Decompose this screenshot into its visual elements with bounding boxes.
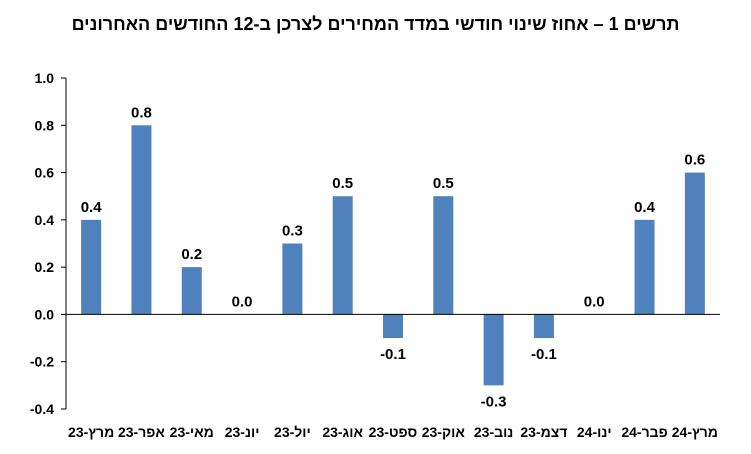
y-tick-label: 0.8 [35,117,55,133]
y-tick-label: -0.4 [30,401,54,417]
category-label: אוג-23 [322,424,363,440]
axes [65,78,720,409]
bar [181,267,202,315]
data-label: 0.3 [282,223,303,240]
bar [533,314,554,339]
category-label: מרץ-24 [672,424,718,440]
category-labels: מרץ-23 אפר-23 מאי-23 יונ-23 יול-23 אוג-23 ספט-… [68,424,718,440]
bar [383,314,403,339]
bar [433,196,454,315]
chart-title: תרשים 1 – אחוז שינוי חודשי במדד המחירים … [71,14,680,34]
y-tick-label: -0.2 [30,354,54,370]
data-label: -0.1 [380,346,406,363]
data-label: 0.0 [584,293,605,310]
bars [81,125,705,386]
data-label: 0.4 [81,199,103,216]
data-label: 0.0 [232,293,253,310]
y-axis-ticks: 1.0 0.8 0.6 0.4 0.2 0.0 -0.2 -0.4 [30,70,66,417]
bar [81,219,102,315]
y-tick-label: 0.2 [35,259,55,275]
category-label: ינו-24 [577,424,612,440]
category-label: נוב-23 [474,424,513,440]
y-tick-label: 1.0 [35,70,55,86]
data-label: 0.2 [181,246,202,263]
bar [634,219,655,315]
data-label: 0.4 [634,199,656,216]
y-tick-label: 0.4 [35,212,55,228]
category-label: ספט-23 [369,424,418,440]
bar [684,172,705,315]
data-label: 0.5 [433,175,454,192]
data-label: 0.5 [332,175,353,192]
data-label: -0.3 [481,393,507,410]
category-label: יונ-23 [225,424,260,440]
category-label: אוק-23 [422,424,466,440]
bar [282,243,303,315]
category-label: דצמ-23 [520,424,567,440]
category-label: מרץ-23 [68,424,114,440]
category-label: מאי-23 [170,424,214,440]
category-label: אפר-23 [118,424,165,440]
data-label: 0.6 [684,152,705,169]
bar [483,314,504,386]
category-label: פבר-24 [621,424,667,440]
data-labels: 0.4 0.8 0.2 0.0 0.3 0.5 -0.1 0.5 -0.3 -0.1 0.0 0.4 0… [81,104,706,410]
bar [131,125,152,315]
y-tick-label: 0.0 [35,306,55,322]
category-label: יול-23 [274,424,311,440]
data-label: -0.1 [531,346,557,363]
data-label: 0.8 [131,104,152,121]
y-tick-label: 0.6 [35,165,55,181]
bar [332,196,353,315]
